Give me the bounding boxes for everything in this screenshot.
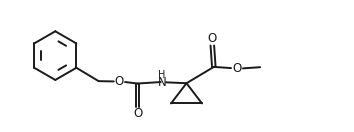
- Text: O: O: [232, 62, 241, 75]
- Text: N: N: [158, 76, 166, 89]
- Text: O: O: [133, 107, 142, 120]
- Text: H: H: [159, 70, 166, 80]
- Text: O: O: [208, 32, 217, 46]
- Text: O: O: [115, 75, 124, 88]
